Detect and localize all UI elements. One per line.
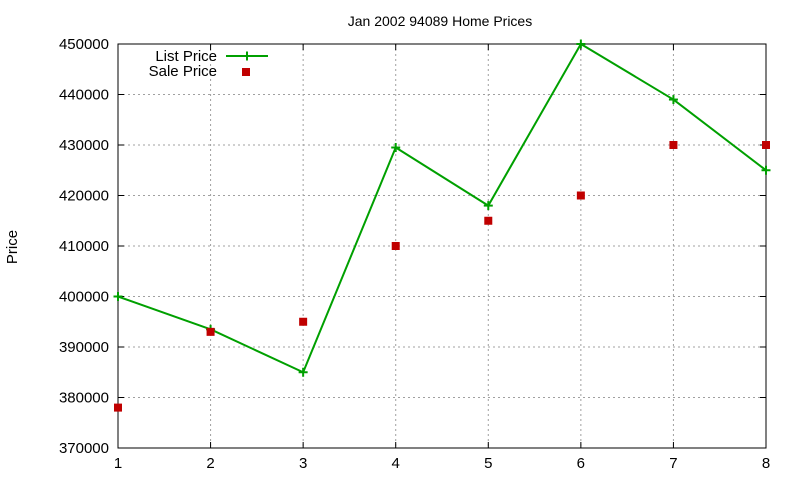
y-tick-label: 420000 [59, 188, 109, 205]
sale-price-point-3 [391, 242, 400, 250]
list-price-point-4 [483, 201, 493, 211]
y-tick-label: 400000 [59, 289, 109, 306]
x-tick-label: 8 [762, 455, 770, 472]
sale-price-point-5 [576, 191, 585, 200]
list-price-point-2 [298, 367, 308, 377]
y-tick-label: 430000 [59, 137, 109, 154]
chart-title: Jan 2002 94089 Home Prices [348, 13, 532, 29]
sale-price-point-1 [206, 327, 215, 336]
x-tick-label: 2 [206, 455, 214, 472]
y-tick-label: 370000 [59, 440, 109, 457]
list-price-line [117, 43, 767, 374]
legend-label-sale-price: Sale Price [149, 63, 217, 80]
series [113, 39, 771, 412]
y-tick-label: 380000 [59, 390, 109, 407]
y-tick-label: 390000 [59, 339, 109, 356]
legend-plus [242, 51, 252, 61]
sale-price-point-4 [484, 216, 493, 225]
x-tick-label: 6 [577, 455, 585, 472]
legend-marker-sale-price [242, 68, 250, 76]
list-price-point-6 [668, 95, 678, 105]
x-tick-label: 7 [669, 455, 677, 472]
list-price-point-0 [113, 292, 123, 301]
list-price-point-7 [761, 165, 771, 175]
x-tick-label: 4 [392, 455, 400, 472]
grid [118, 44, 766, 448]
x-tick-label: 5 [484, 455, 492, 472]
y-axis-label: Price [4, 230, 21, 264]
sale-price-point-6 [669, 141, 678, 149]
list-price-point-5 [576, 39, 586, 49]
sale-price-point-7 [762, 141, 770, 149]
axis-ticks: 370000 380000 390000 400000 410000 420000 4300… [59, 36, 770, 472]
list-price-point-3 [391, 143, 401, 153]
legend-label-list-price: List Price [155, 48, 217, 65]
sale-price-point-0 [114, 403, 122, 412]
y-tick-label: 440000 [59, 87, 109, 104]
y-tick-label: 410000 [59, 238, 109, 255]
x-tick-label: 1 [114, 455, 122, 472]
legend: List Price Sale Price [149, 48, 268, 80]
legend-marker-list-price [242, 51, 252, 61]
sale-price-point-2 [299, 317, 308, 326]
x-tick-label: 3 [299, 455, 307, 472]
y-tick-label: 450000 [59, 36, 109, 53]
